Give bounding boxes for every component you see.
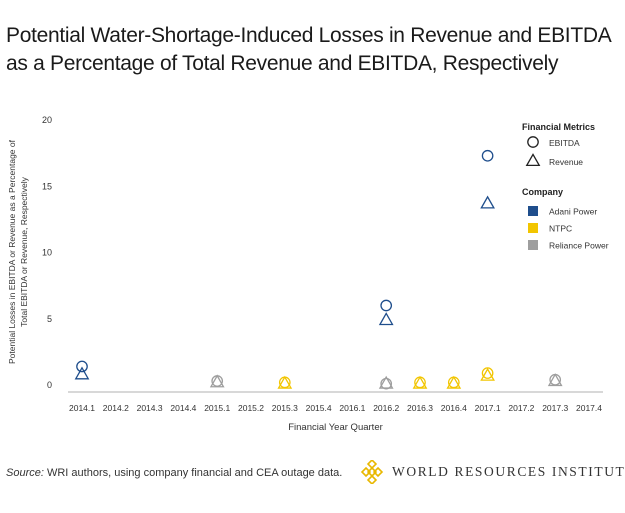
- adani-power-ebitda-point: [76, 360, 88, 373]
- x-tick-label: 2016.3: [407, 403, 433, 413]
- source-text: WRI authors, using company financial and…: [46, 467, 343, 479]
- reliance-power-revenue-point: [547, 373, 563, 387]
- source-note: Source: WRI authors, using company finan…: [6, 467, 342, 479]
- x-axis-title: Financial Year Quarter: [288, 422, 383, 433]
- chart-title-line-1: Potential Water-Shortage-Induced Losses …: [6, 24, 612, 47]
- reliance-power-revenue-point: [378, 375, 394, 389]
- x-tick-label: 2014.2: [103, 403, 129, 413]
- x-tick-label: 2016.1: [339, 403, 365, 413]
- chart-title-line-2: as a Percentage of Total Revenue and EBI…: [6, 52, 559, 75]
- legend-ntpc-swatch: [528, 223, 538, 233]
- legend-revenue-marker: [525, 153, 541, 167]
- legend-reliance-power-label: Reliance Power: [549, 241, 609, 251]
- logo-diamond: [366, 474, 378, 484]
- x-tick-label: 2016.4: [441, 403, 467, 413]
- adani-power-revenue-point: [74, 366, 90, 380]
- legend-reliance-power-swatch: [528, 240, 538, 250]
- wri-knot-logo-icon: [360, 460, 384, 484]
- y-tick-label: 10: [42, 248, 52, 258]
- x-tick-label: 2017.1: [475, 403, 501, 413]
- y-axis-title-line-2: Total EBITDA or Revenue, Respectively: [19, 176, 29, 327]
- adani-power-revenue-point: [480, 195, 495, 209]
- adani-power-ebitda-point: [380, 299, 393, 312]
- legend-adani-power-swatch: [528, 206, 538, 216]
- legend-ebitda-label: EBITDA: [549, 138, 580, 148]
- y-axis-title-line-1: Potential Losses in EBITDA or Revenue as…: [7, 139, 17, 364]
- chart-title: Potential Water-Shortage-Induced Losses …: [6, 22, 618, 78]
- legend-company-title: Company: [522, 187, 563, 197]
- x-tick-label: 2016.2: [373, 403, 399, 413]
- adani-power-ebitda-point: [481, 149, 494, 162]
- x-tick-label: 2017.4: [576, 403, 602, 413]
- y-tick-label: 0: [47, 380, 52, 390]
- ntpc-revenue-point: [446, 375, 462, 389]
- x-tick-label: 2015.1: [204, 403, 230, 413]
- legend-ebitda-marker: [527, 136, 539, 148]
- legend-metrics-title: Financial Metrics: [522, 122, 595, 132]
- x-tick-label: 2015.2: [238, 403, 264, 413]
- wri-brand: WORLD RESOURCES INSTITUTE: [360, 460, 625, 484]
- ntpc-revenue-point: [480, 367, 495, 381]
- legend-revenue-label: Revenue: [549, 157, 583, 167]
- x-tick-label: 2014.4: [170, 403, 196, 413]
- y-tick-label: 15: [42, 181, 52, 191]
- brand-name: WORLD RESOURCES INSTITUTE: [392, 464, 625, 479]
- adani-power-revenue-point: [378, 312, 394, 326]
- legend-adani-power-label: Adani Power: [549, 207, 597, 217]
- x-tick-label: 2015.3: [272, 403, 298, 413]
- reliance-power-revenue-point: [209, 374, 225, 388]
- reliance-power-ebitda-point: [380, 377, 393, 390]
- legend-ntpc-label: NTPC: [549, 224, 572, 234]
- x-tick-label: 2014.3: [137, 403, 163, 413]
- x-tick-label: 2017.2: [508, 403, 534, 413]
- logo-diamond: [366, 466, 378, 478]
- x-tick-label: 2017.3: [542, 403, 568, 413]
- x-tick-label: 2015.4: [306, 403, 332, 413]
- ntpc-revenue-point: [412, 375, 428, 389]
- y-tick-label: 20: [42, 115, 52, 125]
- ntpc-revenue-point: [277, 375, 293, 389]
- y-tick-label: 5: [47, 314, 52, 324]
- source-label: Source:: [6, 467, 44, 479]
- x-tick-label: 2014.1: [69, 403, 95, 413]
- logo-diamond: [366, 460, 378, 470]
